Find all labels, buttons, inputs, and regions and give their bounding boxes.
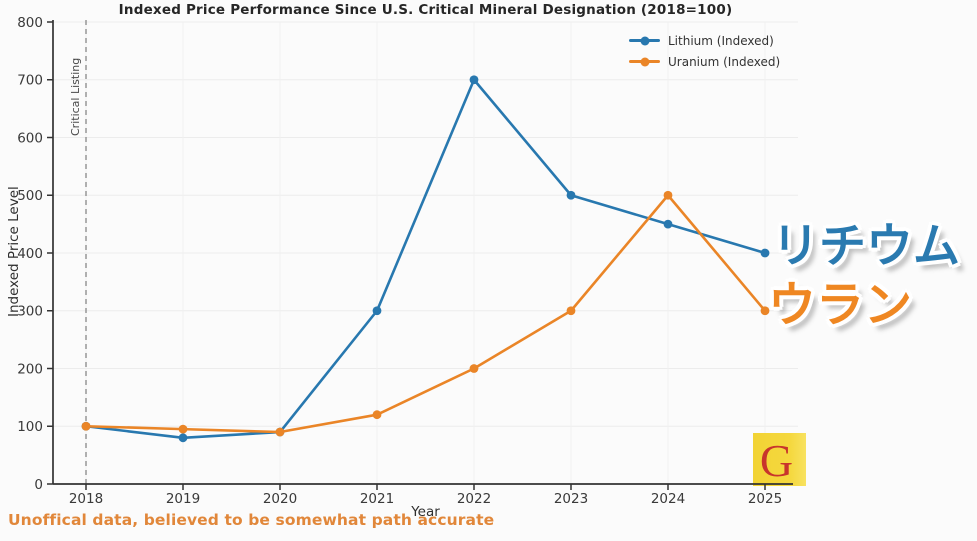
data-point-marker bbox=[275, 427, 285, 437]
watermark-g-letter: G bbox=[759, 434, 794, 486]
x-tick-label: 2020 bbox=[263, 491, 297, 507]
data-point-marker bbox=[372, 410, 382, 420]
x-tick-label: 2025 bbox=[748, 491, 782, 507]
data-point-marker bbox=[469, 364, 479, 373]
x-tick-label: 2019 bbox=[166, 491, 200, 507]
footnote-disclaimer: Unoffical data, believed to be somewhat … bbox=[8, 511, 495, 529]
legend-item-lithium: Lithium (Indexed) bbox=[629, 31, 780, 50]
data-point-marker bbox=[178, 433, 188, 443]
uranium-marker-dot bbox=[640, 57, 649, 66]
x-tick-label: 2018 bbox=[69, 491, 103, 507]
series-line-uranium bbox=[84, 193, 767, 434]
y-tick-label: 600 bbox=[17, 130, 43, 146]
legend-item-uranium: Uranium (Indexed) bbox=[629, 52, 780, 71]
y-tick-label: 800 bbox=[17, 15, 43, 31]
critical-listing-annotation: Critical Listing bbox=[69, 57, 82, 136]
data-point-marker bbox=[663, 190, 673, 200]
x-tick-label: 2022 bbox=[457, 491, 491, 507]
data-point-marker bbox=[469, 75, 479, 85]
y-tick-label: 500 bbox=[17, 188, 43, 204]
data-point-marker bbox=[760, 306, 770, 316]
y-axis-label: Indexed Price Level bbox=[6, 186, 22, 317]
x-tick-label: 2021 bbox=[360, 491, 394, 507]
data-point-marker bbox=[81, 421, 91, 431]
y-tick-label: 400 bbox=[17, 246, 43, 262]
data-point-marker bbox=[372, 306, 382, 316]
watermark-badge: G bbox=[753, 433, 806, 486]
uranium-japanese-callout: ウラン bbox=[768, 277, 913, 333]
data-point-marker bbox=[566, 306, 576, 316]
lithium-japanese-callout: リチウム bbox=[772, 219, 960, 274]
y-tick-label: 300 bbox=[17, 304, 43, 320]
x-tick-label: 2023 bbox=[554, 491, 588, 507]
data-point-marker bbox=[760, 248, 770, 258]
x-tick-label: 2024 bbox=[651, 491, 685, 507]
y-tick-label: 700 bbox=[17, 73, 43, 89]
x-axis-label: Year bbox=[411, 504, 440, 520]
lithium-marker-dot bbox=[640, 36, 649, 45]
lithium-line-swatch bbox=[629, 36, 660, 45]
data-point-marker bbox=[566, 190, 576, 200]
uranium-line-swatch bbox=[629, 57, 660, 66]
y-tick-label: 200 bbox=[17, 361, 43, 377]
series-line-lithium bbox=[84, 78, 767, 440]
legend: Lithium (Indexed) Uranium (Indexed) bbox=[629, 31, 780, 71]
legend-label-uranium: Uranium (Indexed) bbox=[668, 54, 781, 69]
y-tick-label: 100 bbox=[17, 419, 43, 435]
data-point-marker bbox=[178, 424, 188, 434]
chart-title: Indexed Price Performance Since U.S. Cri… bbox=[118, 2, 733, 18]
legend-label-lithium: Lithium (Indexed) bbox=[668, 33, 774, 48]
data-point-marker bbox=[663, 219, 673, 229]
y-tick-label: 0 bbox=[34, 477, 43, 493]
